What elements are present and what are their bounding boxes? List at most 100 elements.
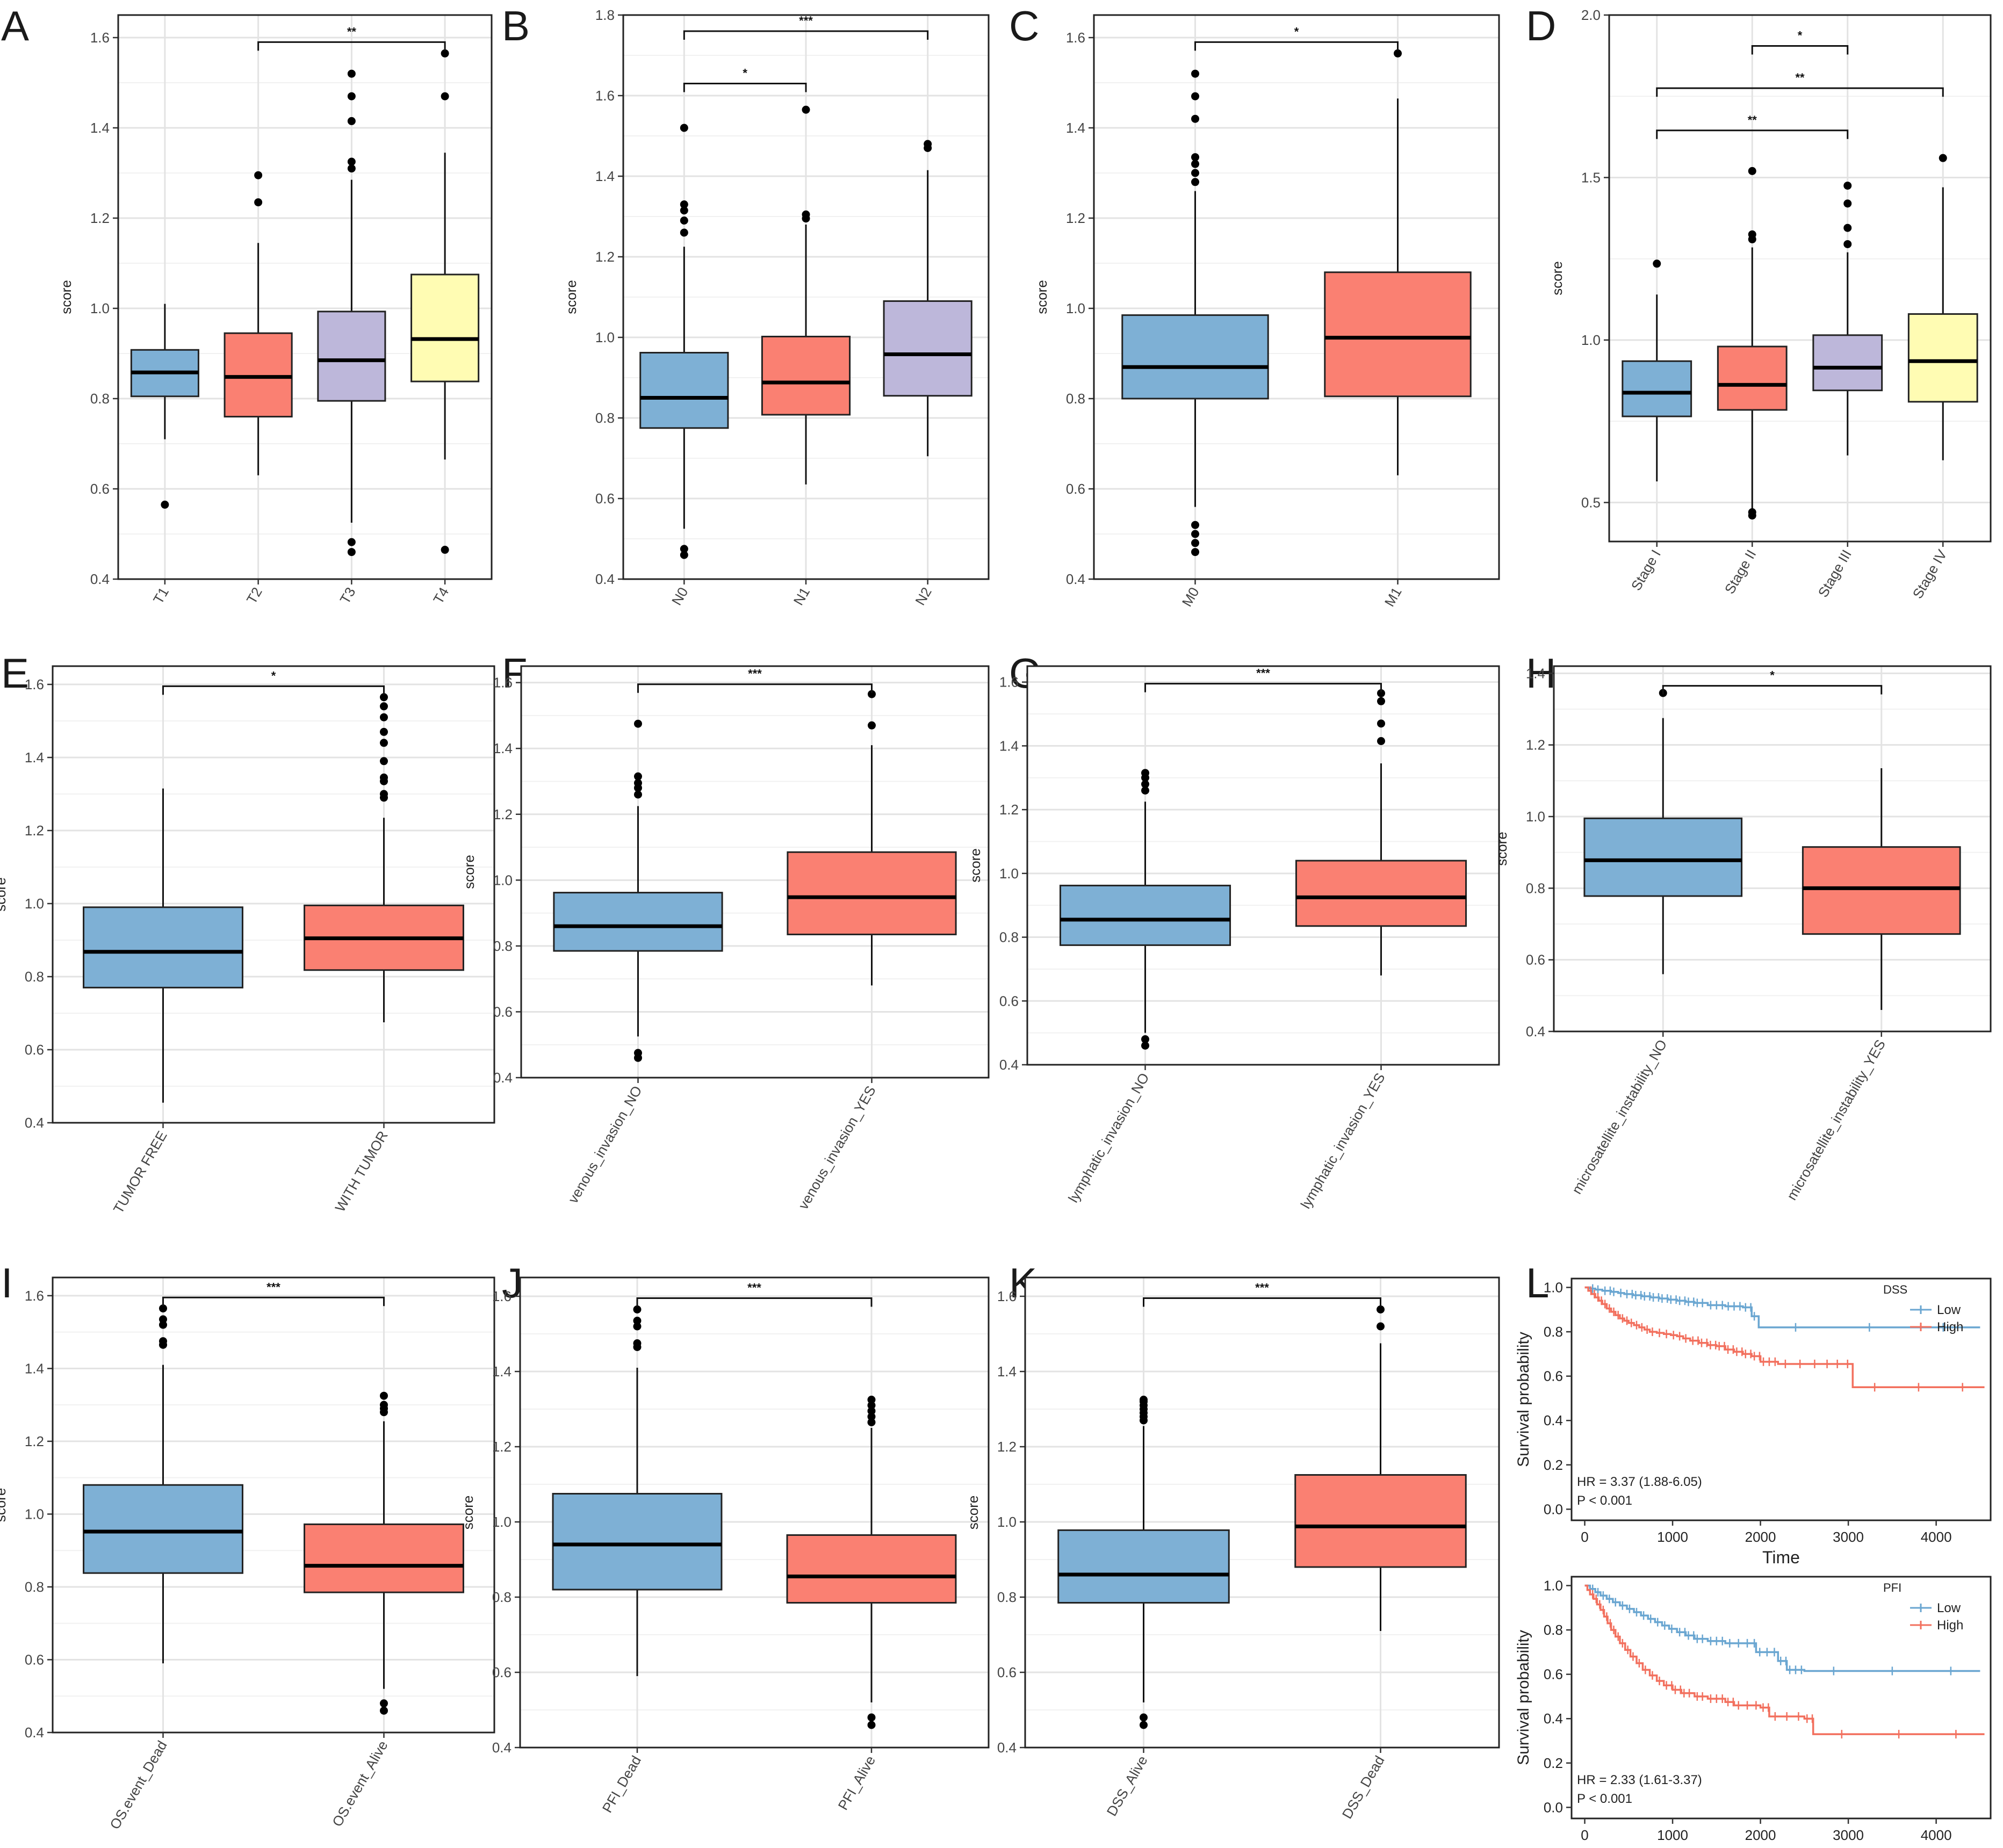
outlier-point	[1191, 69, 1199, 78]
p-value-text: P < 0.001	[1577, 1792, 1632, 1806]
outlier-point	[680, 124, 688, 132]
outlier-point	[1191, 539, 1199, 547]
outlier-point	[1377, 737, 1385, 745]
bracket-line	[1656, 129, 1849, 139]
x-tick-label: 1000	[1657, 1529, 1688, 1545]
y-tick-label: 1.6	[493, 675, 513, 691]
y-tick-label: 0.8	[997, 1589, 1017, 1605]
y-tick-label: 1.0	[595, 329, 615, 345]
box-lymphatic_invasion_YES	[1295, 689, 1467, 976]
plot-frame	[519, 1276, 990, 1749]
outlier-point	[380, 739, 388, 747]
y-tick-label: 0.6	[1066, 481, 1085, 497]
y-tick-label: 1.0	[1066, 300, 1085, 316]
x-tick-label: PFI_Dead	[599, 1753, 645, 1815]
legend-label-high: High	[1937, 1320, 1963, 1334]
outlier-point	[634, 779, 642, 788]
y-tick-label: 0.4	[493, 1070, 513, 1086]
outlier-point	[633, 1305, 642, 1313]
outlier-point	[802, 105, 810, 114]
y-tick-label: 0.4	[90, 571, 110, 587]
outlier-point	[380, 1706, 388, 1715]
y-axis-label: score	[1549, 261, 1565, 295]
significance-label: ***	[1256, 667, 1270, 680]
box-N0	[639, 124, 729, 559]
y-tick-label: 0.4	[999, 1057, 1019, 1073]
significance-label: ***	[799, 14, 813, 27]
y-tick-label: 1.6	[997, 1288, 1017, 1304]
legend-label-low: Low	[1937, 1601, 1961, 1615]
y-tick-label: 0.6	[493, 1004, 513, 1020]
box-OS.event_Dead	[83, 1304, 243, 1664]
box-DSS_Alive	[1057, 1396, 1230, 1729]
iqr-box	[1295, 860, 1467, 927]
box-T2	[224, 171, 293, 475]
iqr-box	[1121, 314, 1269, 400]
iqr-box	[224, 332, 293, 418]
box-T1	[130, 304, 199, 509]
box-PFI_Dead	[552, 1305, 723, 1676]
y-tick-label: 0.4	[1544, 1412, 1563, 1428]
y-axis-label: score	[563, 280, 579, 314]
outlier-point	[1191, 160, 1199, 168]
outlier-point	[867, 1418, 876, 1426]
outlier-point	[380, 1699, 388, 1708]
outlier-point	[347, 69, 356, 78]
y-tick-label: 0.5	[1581, 494, 1601, 510]
significance-label: ***	[748, 667, 762, 681]
plot-frame	[52, 1276, 495, 1734]
outlier-point	[867, 1401, 876, 1410]
box-PFI_Alive	[786, 1396, 957, 1729]
outlier-point	[680, 200, 688, 208]
outlier-point	[1377, 697, 1385, 705]
y-axis-label: score	[0, 1488, 9, 1522]
outlier-point	[1141, 1035, 1149, 1044]
outlier-point	[1748, 230, 1756, 239]
x-tick-label: microsatellite_instability_YES	[1783, 1037, 1889, 1203]
x-tick-label: DSS_Alive	[1104, 1753, 1151, 1819]
y-tick-label: 0.4	[25, 1115, 44, 1131]
x-tick-label: N1	[790, 584, 813, 608]
outlier-point	[1843, 240, 1852, 248]
x-tick-label: 4000	[1921, 1827, 1952, 1843]
y-tick-label: 1.6	[492, 1288, 511, 1304]
iqr-box	[410, 273, 480, 382]
outlier-point	[441, 49, 449, 57]
x-tick-label: venous_invasion_NO	[565, 1083, 645, 1206]
box-M0	[1121, 69, 1269, 557]
significance-label: **	[347, 25, 357, 38]
iqr-box	[1622, 360, 1692, 417]
iqr-box	[552, 1493, 723, 1591]
y-tick-label: 0.4	[492, 1739, 511, 1756]
bracket-line	[257, 41, 446, 51]
y-tick-label: 1.4	[493, 740, 513, 756]
panel-A: A 0.4 0.6 0.8 1.0 1.2 1.4 1.6 ** T1 T2 T3 T4 score	[1, 2, 493, 607]
bracket-line	[636, 1297, 873, 1307]
x-tick-label: T4	[430, 584, 452, 607]
y-tick-label: 1.2	[25, 1433, 44, 1449]
outlier-point	[441, 92, 449, 100]
y-tick-label: 1.0	[1544, 1578, 1563, 1594]
significance-label: ***	[266, 1280, 280, 1294]
outlier-point	[1653, 259, 1661, 268]
significance-bracket: *	[1662, 669, 1883, 695]
box-venous_invasion_NO	[553, 719, 723, 1062]
y-tick-label: 0.8	[492, 1589, 511, 1605]
outlier-point	[347, 157, 356, 166]
iqr-box	[1802, 846, 1961, 935]
significance-bracket: ***	[683, 14, 929, 40]
outlier-point	[380, 702, 388, 711]
plot-frame	[1026, 665, 1500, 1066]
panel-label: E	[1, 649, 29, 697]
y-tick-label: 1.2	[997, 1439, 1017, 1455]
legend: PFI Low High	[1883, 1581, 1963, 1633]
outlier-point	[867, 1412, 876, 1421]
iqr-box	[1717, 345, 1788, 411]
panel-E: E 0.4 0.6 0.8 1.0 1.2 1.4 1.6 * TUMOR FREE WITH TU…	[0, 649, 495, 1216]
iqr-box	[317, 311, 386, 402]
outlier-point	[802, 210, 810, 219]
y-tick-label: 1.0	[25, 1506, 44, 1522]
y-tick-label: 1.6	[25, 1288, 44, 1304]
significance-bracket: *	[1194, 25, 1399, 51]
